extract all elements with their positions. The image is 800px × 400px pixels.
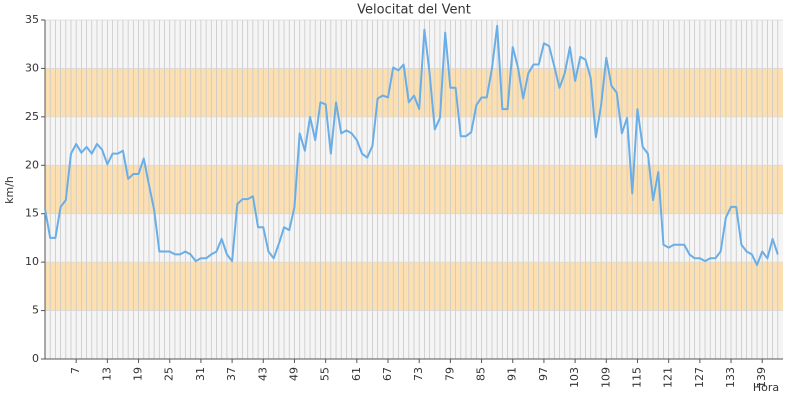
- y-tick-label: 30: [25, 61, 39, 74]
- x-tick-label: 13: [100, 367, 113, 381]
- x-tick-label: 43: [256, 367, 269, 381]
- y-tick-label: 5: [32, 304, 39, 317]
- x-tick-label: 79: [443, 367, 456, 381]
- y-tick-label: 20: [25, 158, 39, 171]
- x-tick-label: 25: [163, 367, 176, 381]
- x-tick-label: 49: [287, 367, 300, 381]
- x-tick-label: 61: [350, 367, 363, 381]
- y-axis-label: km/h: [3, 176, 16, 204]
- x-tick-label: 67: [381, 367, 394, 381]
- x-tick-label: 31: [194, 367, 207, 381]
- x-tick-label: 73: [412, 367, 425, 381]
- x-axis-label: Hora: [753, 381, 779, 394]
- y-tick-label: 0: [32, 352, 39, 365]
- x-tick-label: 55: [319, 367, 332, 381]
- x-tick-label: 115: [630, 367, 643, 388]
- chart-title: Velocitat del Vent: [357, 3, 471, 18]
- x-tick-label: 85: [475, 367, 488, 381]
- x-tick-label: 109: [599, 367, 612, 388]
- y-tick-label: 35: [25, 13, 39, 26]
- y-tick-label: 10: [25, 255, 39, 268]
- x-tick-label: 121: [662, 367, 675, 388]
- x-tick-label: 103: [568, 367, 581, 388]
- y-tick-label: 25: [25, 110, 39, 123]
- x-tick-label: 97: [537, 367, 550, 381]
- x-tick-label: 7: [69, 367, 82, 374]
- data-line: [44, 24, 779, 267]
- y-tick-label: 15: [25, 207, 39, 220]
- x-tick-label: 19: [132, 367, 145, 381]
- x-tick-label: 127: [693, 367, 706, 388]
- x-tick-label: 133: [724, 367, 737, 388]
- x-tick-label: 91: [506, 367, 519, 381]
- x-tick-label: 37: [225, 367, 238, 381]
- x-tick-label: 139: [755, 367, 768, 388]
